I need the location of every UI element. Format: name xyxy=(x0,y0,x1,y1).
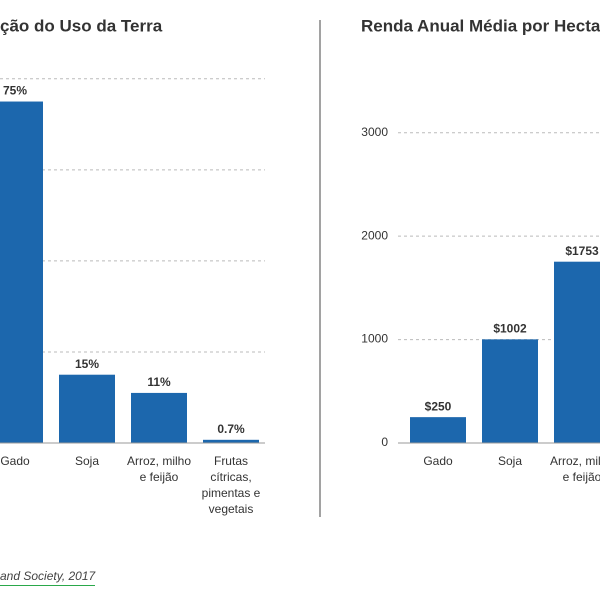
x-tick-label: Arroz, milho e feijão xyxy=(126,454,191,484)
y-tick-label: 3000 xyxy=(361,125,388,139)
y-tick-label: 2000 xyxy=(361,228,388,242)
value-label: 15% xyxy=(75,357,99,371)
value-label: $1753 xyxy=(565,244,599,258)
x-tick-label: Frutas cítricas, pimentas e vegetais xyxy=(201,454,261,516)
x-tick-label-box: Arroz, milho e feijão xyxy=(549,454,600,484)
x-tick-label: Soja xyxy=(497,454,523,468)
x-tick-label-box: Gado xyxy=(423,454,453,468)
value-label: 75% xyxy=(3,84,27,98)
bar xyxy=(410,417,466,443)
value-label: $250 xyxy=(425,399,452,413)
source: and Society, 2017 xyxy=(0,569,96,586)
x-tick-label-box: Soja xyxy=(497,454,523,468)
bar xyxy=(0,101,43,443)
x-tick-label: Soja xyxy=(74,454,100,468)
value-label: $1002 xyxy=(493,322,527,336)
chart-title: Renda Anual Média por Hecta xyxy=(361,16,600,35)
x-tick-label-box: Soja xyxy=(74,454,100,468)
bar xyxy=(131,392,187,443)
bar xyxy=(59,374,115,443)
x-tick-label: Gado xyxy=(0,454,30,468)
x-tick-label-box: Gado xyxy=(0,454,30,468)
chart-title: ção do Uso da Terra xyxy=(0,16,163,35)
bar xyxy=(203,439,259,443)
value-label: 11% xyxy=(147,375,171,389)
x-tick-label-box: Frutas cítricas, pimentas e vegetais xyxy=(201,454,261,516)
bar xyxy=(554,261,600,443)
value-label: 0.7% xyxy=(217,422,245,436)
x-tick-label-box: Arroz, milho e feijão xyxy=(126,454,191,484)
bar xyxy=(482,339,538,443)
y-tick-label: 1000 xyxy=(361,332,388,346)
x-tick-label: Arroz, milho e feijão xyxy=(549,454,600,484)
y-tick-label: 0 xyxy=(381,435,388,449)
x-tick-label: Gado xyxy=(423,454,453,468)
